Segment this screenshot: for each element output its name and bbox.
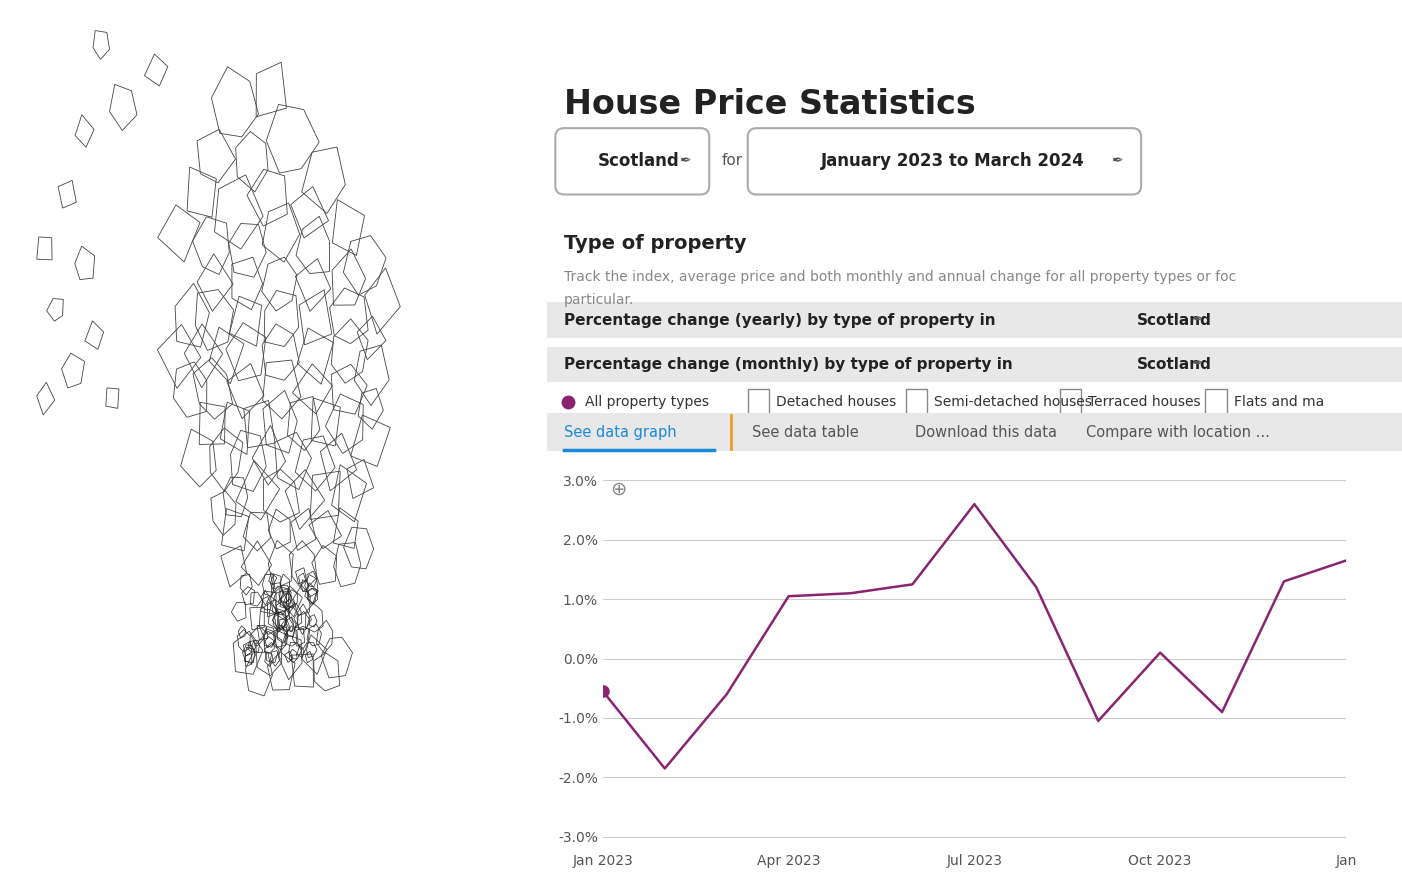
Bar: [547, 302, 1402, 338]
Text: Download this data: Download this data: [914, 425, 1057, 439]
Text: Detached houses: Detached houses: [775, 395, 896, 409]
Text: particular.: particular.: [564, 293, 634, 308]
Text: ✒: ✒: [680, 154, 691, 168]
Text: Percentage change (yearly) by type of property in: Percentage change (yearly) by type of pr…: [564, 313, 995, 327]
Text: ✒: ✒: [1193, 314, 1203, 326]
Text: See data graph: See data graph: [564, 425, 677, 439]
Text: Type of property: Type of property: [564, 234, 746, 253]
Text: Semi-detached houses: Semi-detached houses: [934, 395, 1092, 409]
Text: Scotland: Scotland: [1137, 313, 1211, 327]
Text: for: for: [722, 154, 743, 168]
Text: January 2023 to March 2024: January 2023 to March 2024: [820, 152, 1084, 170]
Text: Scotland: Scotland: [1137, 357, 1211, 371]
Text: House Price Statistics: House Price Statistics: [564, 88, 976, 121]
FancyBboxPatch shape: [747, 128, 1141, 194]
Text: Compare with location ...: Compare with location ...: [1085, 425, 1269, 439]
Text: ✒: ✒: [1193, 358, 1203, 370]
Text: Track the index, average price and both monthly and annual change for all proper: Track the index, average price and both …: [564, 270, 1237, 284]
Text: Flats and ma: Flats and ma: [1234, 395, 1323, 409]
Text: ✒: ✒: [1112, 154, 1123, 168]
Bar: [1060, 389, 1081, 415]
Bar: [547, 413, 1402, 451]
Text: All property types: All property types: [585, 395, 709, 409]
Text: Scotland: Scotland: [599, 152, 680, 170]
Text: Percentage change (monthly) by type of property in: Percentage change (monthly) by type of p…: [564, 357, 1012, 371]
Bar: [1206, 389, 1227, 415]
Bar: [547, 347, 1402, 382]
Text: Terraced houses: Terraced houses: [1088, 395, 1200, 409]
Text: See data table: See data table: [751, 425, 859, 439]
FancyBboxPatch shape: [555, 128, 709, 194]
Bar: [906, 389, 927, 415]
Text: ⊕: ⊕: [610, 480, 627, 499]
Bar: [747, 389, 770, 415]
